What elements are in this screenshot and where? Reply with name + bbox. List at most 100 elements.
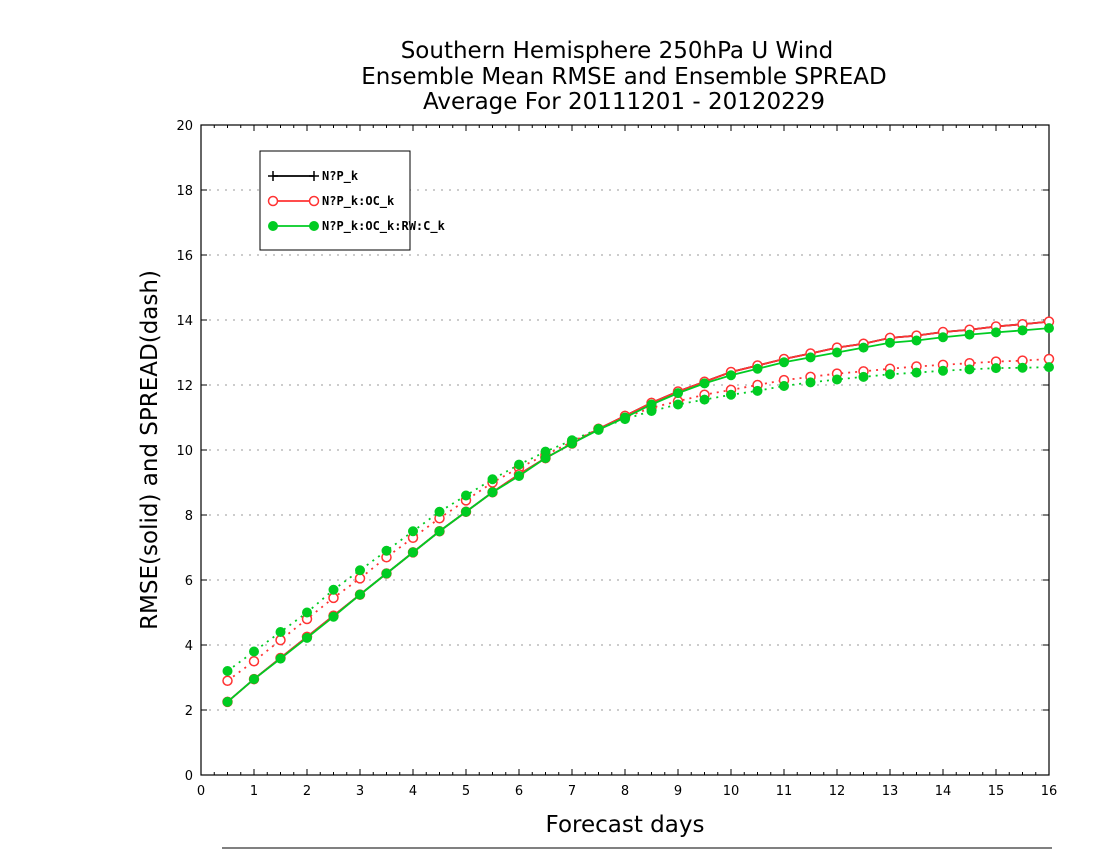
legend-label: N?P_k:OC_k [322,194,395,209]
y-tick-label: 14 [176,314,193,329]
legend-marker-left [267,195,279,207]
legend-label: N?P_k:OC_k:RW:C_k [322,219,446,234]
series-2-spread-point [461,490,471,501]
series-2-spread-point [726,389,736,400]
series-2-rmse-point [699,378,710,389]
series-2-spread-point [487,474,498,485]
x-tick-label: 8 [621,784,629,799]
series-2-rmse-point [355,589,365,600]
x-tick-label: 3 [356,784,364,799]
y-tick-label: 8 [185,509,193,524]
series-0 [222,316,1054,707]
series-1-spread-line [226,358,1050,682]
chart-title-line-3: Average For 20111201 - 20120229 [423,89,825,115]
y-tick-label: 0 [185,769,193,784]
series-2-spread-point [832,374,842,385]
series-2-rmse-point [222,696,233,707]
legend-marker-right [309,171,319,181]
series-2-spread-point [805,377,816,388]
x-tick-label: 0 [197,784,205,799]
series-2-rmse-point [885,337,895,348]
series-2-rmse-point [646,399,657,410]
chart-title: Southern Hemisphere 250hPa U Wind Ensemb… [361,38,886,115]
series-2-spread-line [226,366,1050,672]
series-2-rmse-point [434,526,445,537]
series-2-spread-point [911,367,922,378]
series-2-spread-point [355,565,365,576]
series-2-spread-point [964,364,975,375]
x-tick-label: 12 [829,784,846,799]
series-2-rmse-point [752,363,763,374]
legend: N?P_k N?P_k:OC_k N?P_k:OC_k:RW:C_k [259,150,446,251]
series-2-rmse-point [964,329,975,340]
x-tick-label: 10 [723,784,740,799]
series-2-spread-point [858,371,869,382]
series-2-rmse-point [328,611,339,622]
x-tick-label: 2 [303,784,311,799]
series-2-spread-point [408,526,418,537]
series-2-rmse-line [226,327,1050,703]
series-2-rmse-point [991,327,1001,338]
series-2-rmse-point [1044,323,1054,334]
series-2-rmse-point [381,568,392,579]
series-2-rmse-point [567,438,577,449]
series-2-rmse-point [1017,325,1028,336]
series-2-rmse-point [832,347,842,358]
series-2-spread-point [1017,362,1028,373]
x-tick-label: 11 [776,784,793,799]
series-2-spread-point [222,666,233,676]
series-2-rmse-point [726,370,736,381]
y-tick-label: 20 [176,119,193,134]
y-axis-label: RMSE(solid) and SPREAD(dash) [137,270,163,630]
series-2-spread-point [514,459,524,470]
series-1 [222,316,1055,708]
y-tick-label: 2 [185,704,193,719]
series-2-spread-point [885,369,895,380]
series-2-rmse-point [620,412,630,423]
series-2-spread-point [673,399,683,410]
legend-marker-right [309,221,319,231]
legend-marker-left [268,221,278,231]
series-2-rmse-point [408,547,418,558]
series-2-spread-point [938,365,948,376]
x-tick-label: 16 [1041,784,1058,799]
series-2-rmse-point [858,342,869,353]
series-2-rmse-point [779,357,789,368]
series-1-rmse-line [226,320,1050,703]
series-2-spread-point [752,385,763,396]
series-2 [222,323,1054,707]
y-tick-label: 18 [176,184,193,199]
series-2-rmse-point [911,335,922,346]
series-2-spread-point [302,607,312,618]
series-2-rmse-point [302,632,312,643]
x-tick-label: 14 [935,784,952,799]
x-tick-label: 5 [462,784,470,799]
legend-marker-left [268,171,278,181]
series-0-rmse-line [226,320,1050,703]
series-2-spread-point [434,506,445,517]
x-axis-label: Forecast days [546,812,705,838]
legend-entry-0: N?P_k [268,169,359,184]
x-tick-label: 7 [568,784,576,799]
x-tick-label: 9 [674,784,682,799]
legend-marker-right [308,195,320,207]
series-2-rmse-point [805,352,816,363]
series-2-rmse-point [461,506,471,517]
x-tick-label: 1 [250,784,258,799]
series-2-spread-point [275,627,286,637]
y-tick-label: 12 [176,379,193,394]
series-2-rmse-point [487,487,498,498]
series-2-rmse-point [938,332,948,343]
series-layer [222,316,1055,708]
series-2-spread-point [779,380,789,391]
legend-label: N?P_k [322,169,359,184]
series-2-spread-point [381,545,392,556]
series-2-rmse-point [540,453,551,464]
x-tick-label: 6 [515,784,523,799]
series-2-rmse-point [514,471,524,481]
y-tick-label: 16 [176,249,193,264]
series-2-spread-point [699,394,710,405]
series-2-rmse-point [275,653,286,664]
